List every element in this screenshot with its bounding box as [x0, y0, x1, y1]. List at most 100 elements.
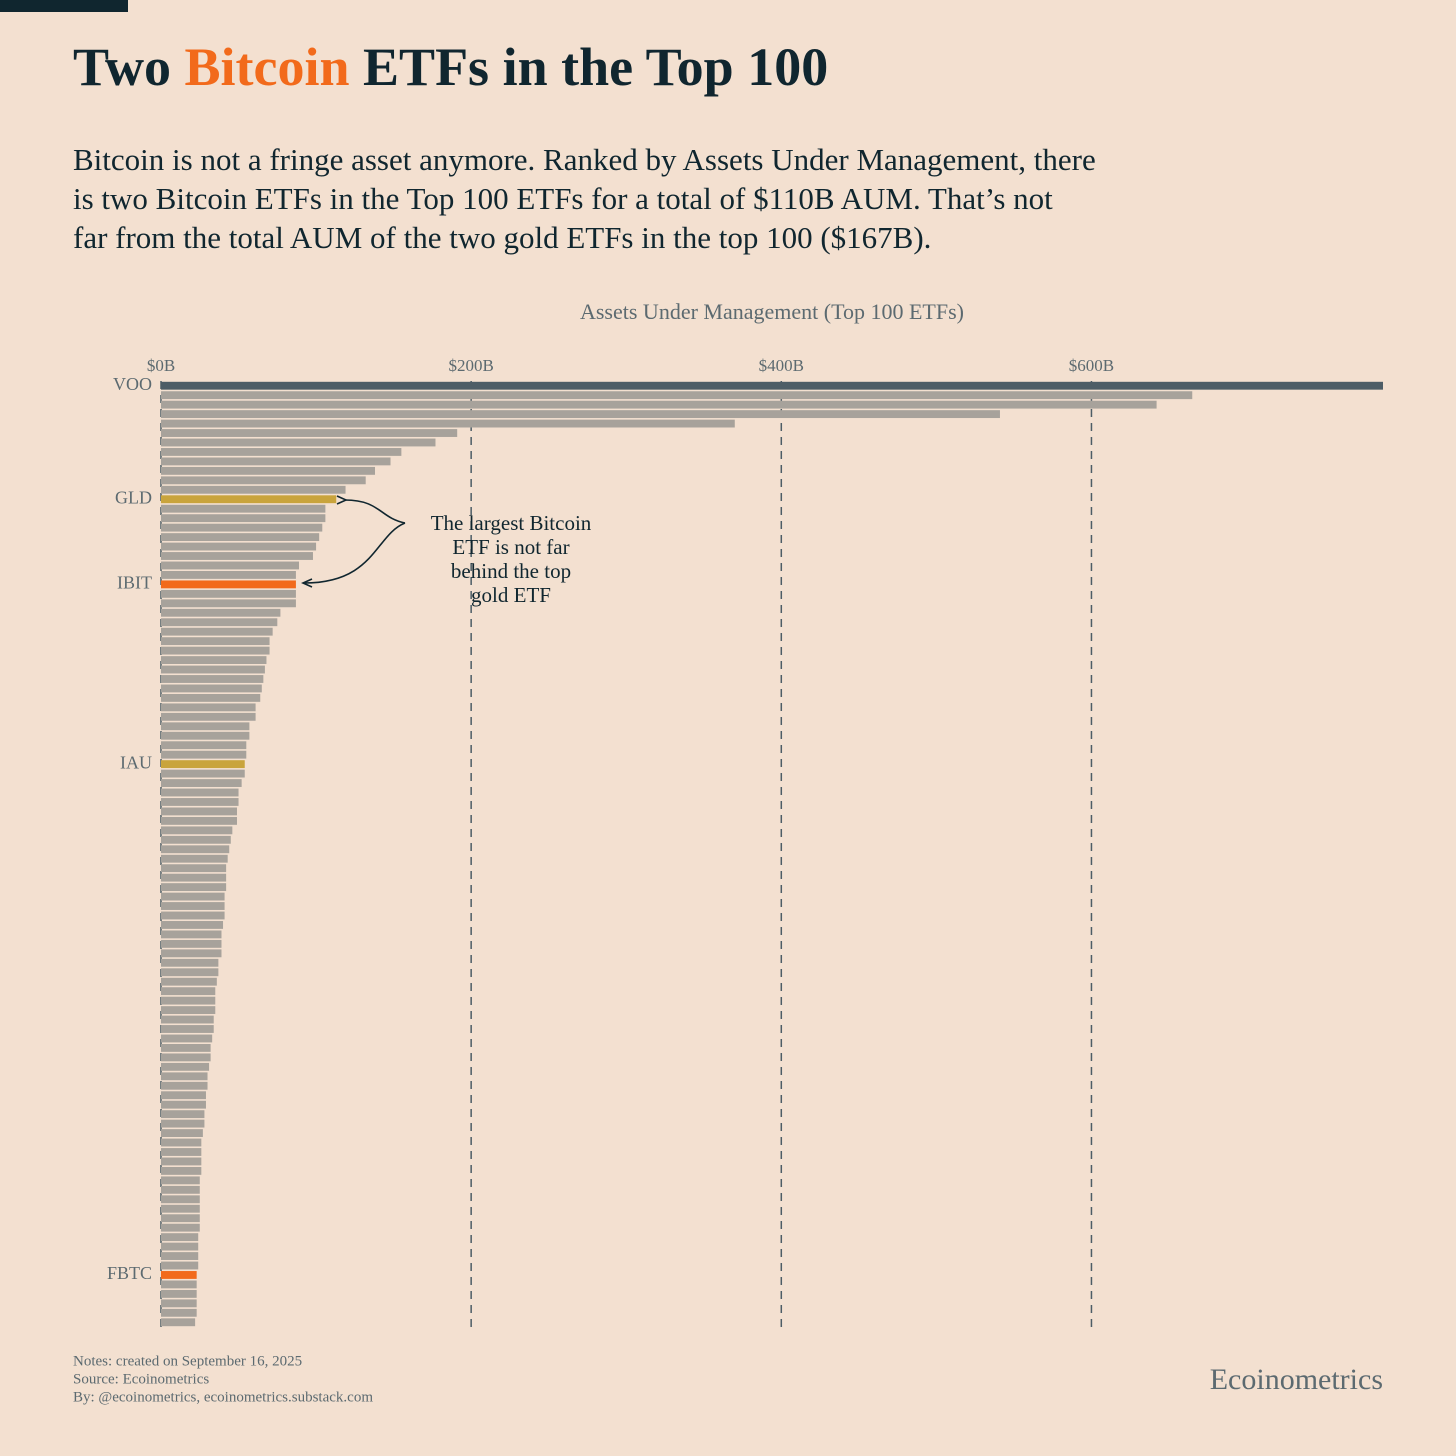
- x-tick-label: $400B: [759, 356, 804, 375]
- bar: [161, 1233, 199, 1242]
- axis-title: Assets Under Management (Top 100 ETFs): [580, 299, 964, 324]
- bar: [161, 1053, 211, 1062]
- bar: [161, 779, 242, 787]
- bar: [161, 627, 273, 636]
- bar: [161, 949, 222, 958]
- arrow-head: [336, 495, 348, 505]
- bar: [161, 1100, 206, 1109]
- bar: [161, 703, 256, 712]
- annotation: behind the top: [451, 559, 571, 583]
- title-part: ETFs in the Top 100: [363, 37, 829, 97]
- title-part: Two: [73, 37, 172, 97]
- bar: [161, 1110, 205, 1119]
- note: By: @ecoinometrics, ecoinometrics.substa…: [73, 1389, 373, 1405]
- x-tick-label: $0B: [147, 356, 175, 375]
- bar: [161, 873, 227, 882]
- bar: [161, 845, 230, 854]
- bar: [161, 892, 225, 901]
- bar: [161, 1318, 196, 1327]
- bar: [161, 930, 222, 939]
- bar: [161, 835, 231, 844]
- bar: [161, 1006, 216, 1015]
- y-tick-label: FBTC: [107, 1263, 152, 1283]
- bar: [161, 495, 337, 504]
- bar: [161, 1166, 202, 1175]
- bar: [161, 902, 225, 910]
- bar: [161, 457, 391, 466]
- bar: [161, 1148, 202, 1156]
- bar: [161, 958, 219, 967]
- bar: [161, 381, 1383, 390]
- bar: [161, 400, 1157, 409]
- bar: [161, 542, 317, 551]
- bar: [161, 552, 313, 560]
- title-highlight: Bitcoin: [184, 37, 350, 97]
- bar: [161, 561, 300, 570]
- annotation: gold ETF: [471, 583, 551, 607]
- bar: [161, 1119, 205, 1128]
- bar: [161, 1072, 208, 1081]
- bar: [161, 466, 376, 475]
- bar: [161, 429, 458, 437]
- bar: [161, 731, 250, 740]
- bar: [161, 816, 237, 825]
- bar: [161, 646, 270, 655]
- bar: [161, 1280, 197, 1289]
- bar: [161, 854, 228, 863]
- y-tick-label: IBIT: [117, 573, 152, 593]
- bar: [161, 589, 296, 598]
- bar: [161, 665, 265, 674]
- bar: [161, 533, 320, 542]
- bar: [161, 741, 247, 750]
- bar: [161, 788, 239, 797]
- bar: [161, 1308, 197, 1317]
- bar: [161, 693, 261, 702]
- arrow: [344, 499, 406, 524]
- x-tick-label: $200B: [448, 356, 493, 375]
- title: Two Bitcoin ETFs in the Top 100: [73, 36, 828, 98]
- bar: [161, 410, 1000, 419]
- bar: [161, 1015, 214, 1024]
- bar: [161, 1261, 199, 1270]
- bar: [161, 1289, 197, 1298]
- bar: [161, 769, 245, 778]
- bar: [161, 996, 216, 1005]
- arrow-head: [301, 578, 313, 588]
- bar: [161, 618, 278, 627]
- bar: [161, 911, 225, 920]
- bar: [161, 1091, 206, 1100]
- bar: [161, 1176, 200, 1185]
- bar: [161, 1034, 213, 1043]
- bar: [161, 939, 222, 948]
- bar: [161, 571, 296, 579]
- bar: [161, 1223, 200, 1232]
- bar: [161, 883, 227, 892]
- arrow: [303, 522, 406, 584]
- bar: [161, 608, 281, 617]
- bar: [161, 1185, 200, 1194]
- bar: [161, 1025, 214, 1033]
- bar: [161, 419, 735, 428]
- bar: [161, 637, 270, 646]
- bar: [161, 1242, 199, 1251]
- bar: [161, 1157, 202, 1166]
- x-tick-label: $600B: [1069, 356, 1114, 375]
- annotation: ETF is not far: [452, 535, 569, 559]
- bar: [161, 485, 346, 494]
- bar: [161, 760, 245, 769]
- bar: [161, 1129, 203, 1137]
- bar: [161, 826, 233, 835]
- bar: [161, 656, 267, 664]
- bar: [161, 684, 262, 693]
- bar: [161, 1062, 210, 1071]
- bar: [161, 798, 239, 806]
- bar: [161, 1299, 197, 1308]
- bar: [161, 448, 402, 456]
- y-tick-label: GLD: [115, 487, 152, 507]
- bar: [161, 476, 366, 485]
- brand: Ecoinometrics: [1210, 1363, 1383, 1396]
- bar: [161, 514, 326, 523]
- annotation: The largest Bitcoin: [431, 511, 592, 535]
